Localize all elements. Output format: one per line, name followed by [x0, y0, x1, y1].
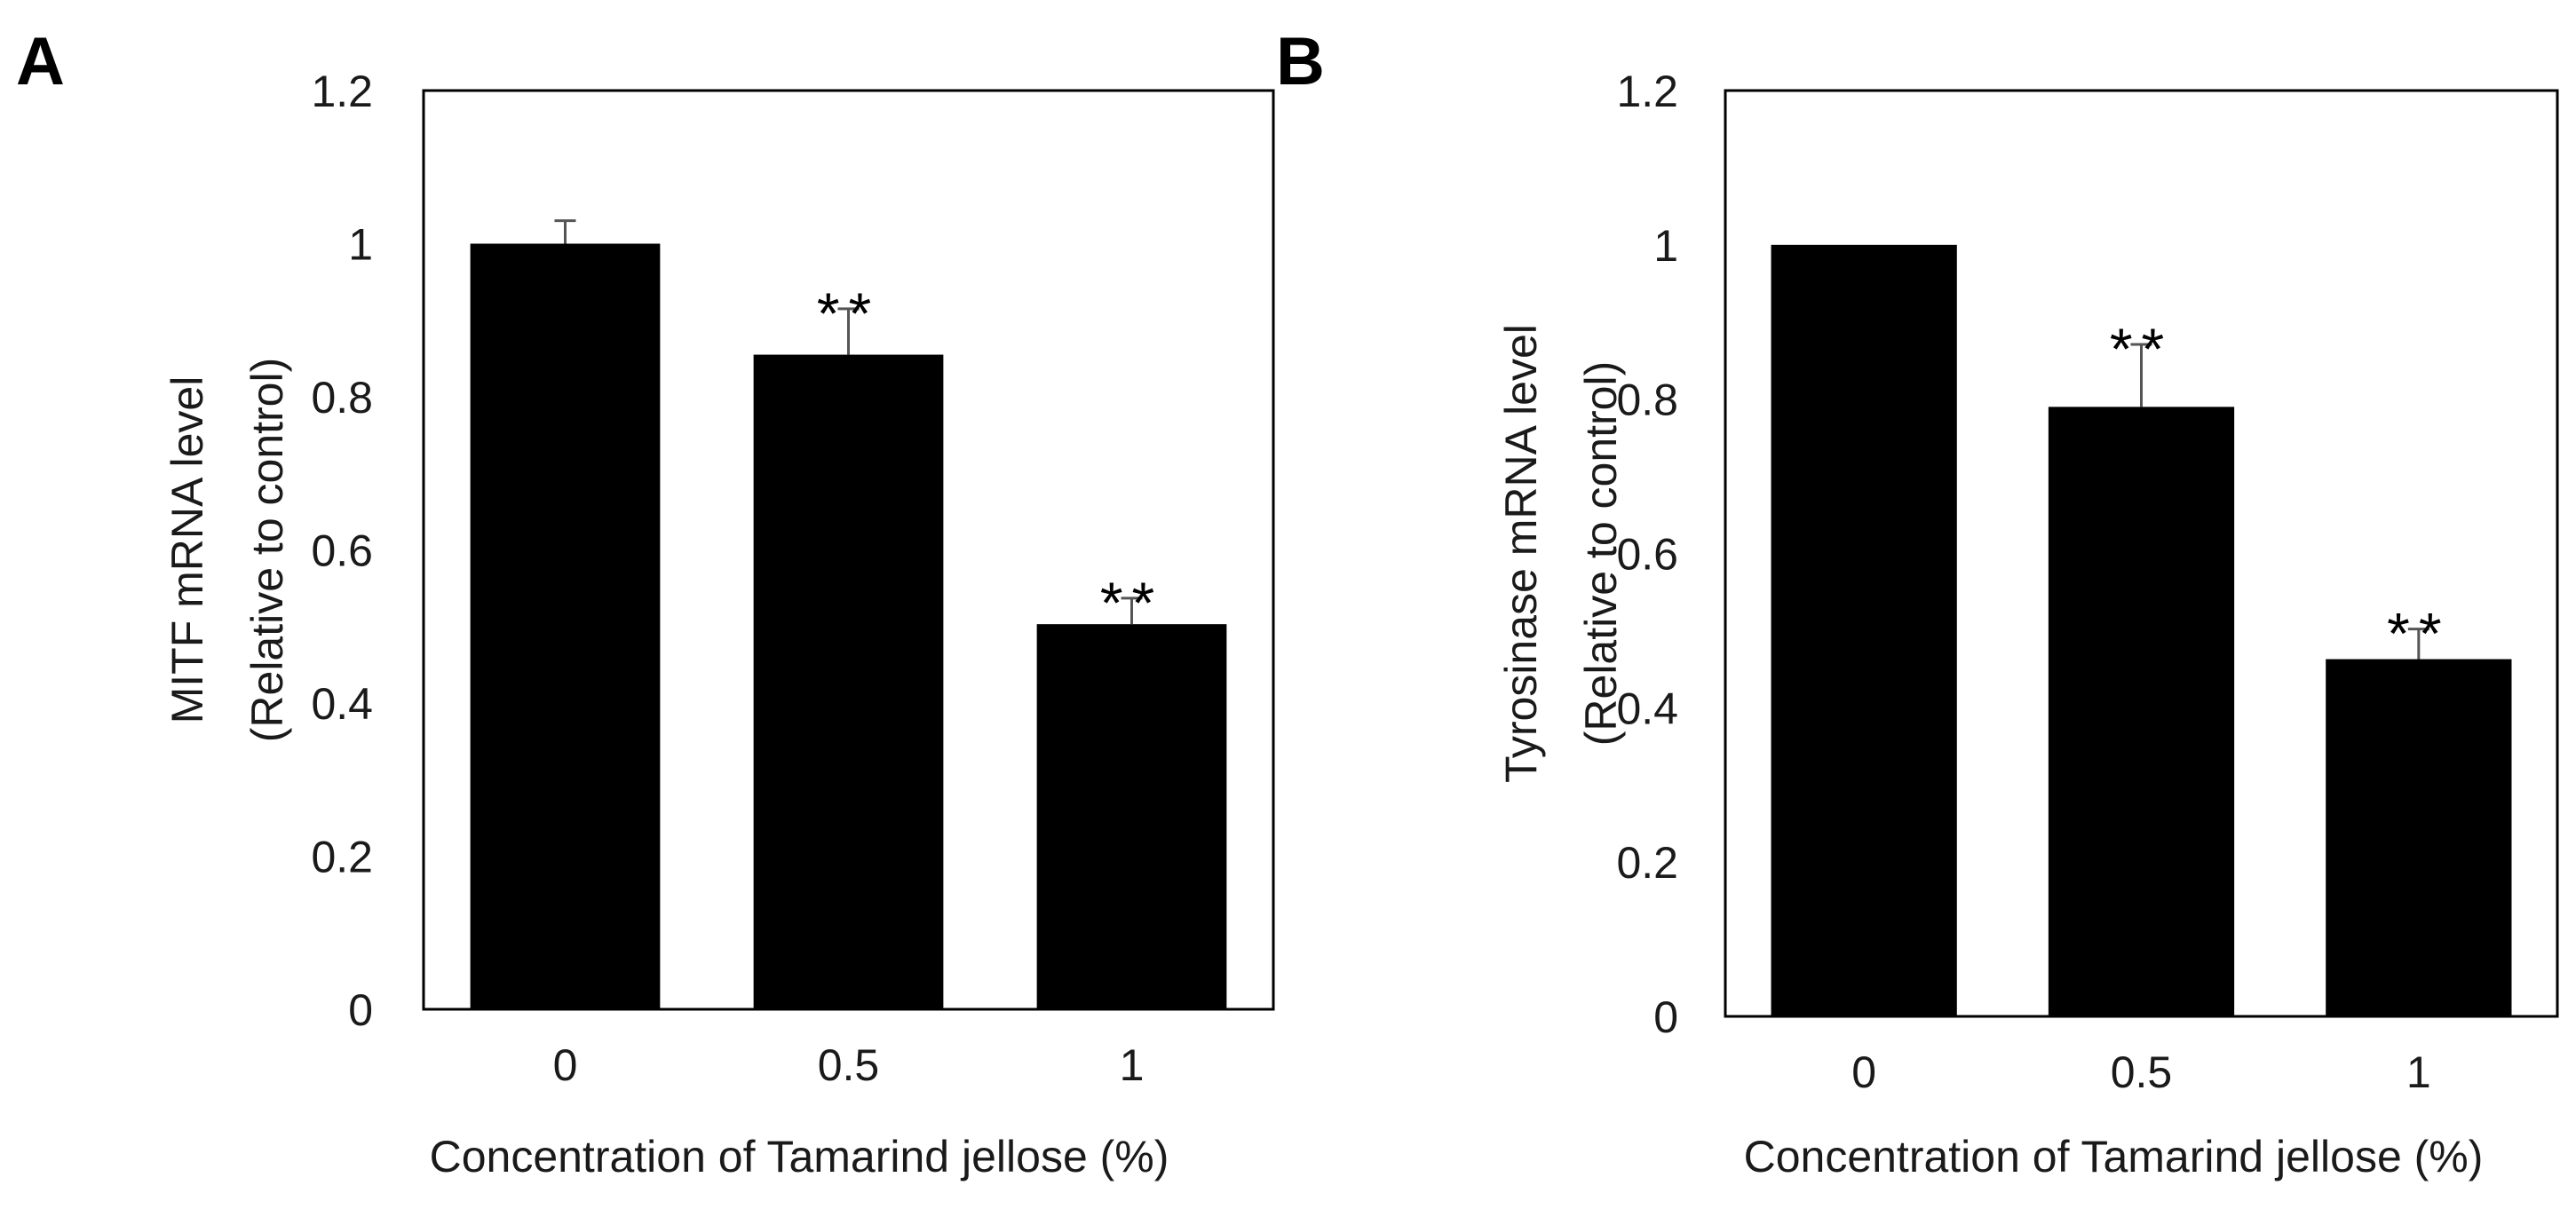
x-tick-label: 1 — [1120, 1040, 1145, 1090]
chart-panel-a: A 0 0.2 0.4 0.6 0.8 1 1.2 0 ** 0.5 ** 1 Concentration… — [16, 24, 1275, 1181]
y-tick-label: 0 — [1653, 992, 1678, 1042]
y-tick-label: 0.8 — [311, 373, 373, 423]
y-tick-label: 1 — [1653, 221, 1678, 271]
y-tick-label: 1.2 — [311, 67, 373, 116]
bar — [2048, 407, 2235, 1016]
significance-mark: ** — [817, 281, 880, 346]
y-tick-label: 0.4 — [311, 679, 373, 729]
bar — [1771, 244, 1957, 1016]
x-tick-label: 0.5 — [2111, 1047, 2173, 1097]
x-tick-label: 0 — [553, 1040, 578, 1090]
y-axis-title: Tyrosinase mRNA level — [1496, 324, 1546, 783]
panel-label: B — [1276, 24, 1325, 99]
panel-label: A — [16, 24, 65, 99]
chart-panel-b: B 0 0.2 0.4 0.6 0.8 1 1.2 0 ** 0.5 ** 1 Concentration… — [1276, 24, 2559, 1181]
y-axis-subtitle: (Relative to control) — [242, 358, 292, 743]
x-tick-label: 0.5 — [818, 1040, 880, 1090]
y-tick-label: 0.6 — [311, 526, 373, 576]
x-axis-title: Concentration of Tamarind jellose (%) — [1744, 1132, 2484, 1181]
y-tick-label: 0.2 — [1616, 838, 1678, 888]
significance-mark: ** — [2110, 316, 2173, 382]
x-tick-label: 1 — [2406, 1047, 2431, 1097]
bar — [753, 354, 944, 1009]
y-tick-label: 0.4 — [1616, 684, 1678, 733]
y-tick-label: 0.8 — [1616, 375, 1678, 425]
y-tick-label: 0.6 — [1616, 530, 1678, 580]
y-tick-label: 0.2 — [311, 833, 373, 882]
significance-mark: ** — [1100, 570, 1163, 636]
y-tick-label: 1.2 — [1616, 67, 1678, 116]
x-axis-title: Concentration of Tamarind jellose (%) — [430, 1132, 1169, 1181]
bar — [2326, 659, 2512, 1016]
bar — [1036, 624, 1227, 1009]
y-axis-subtitle: (Relative to control) — [1576, 361, 1626, 747]
x-tick-label: 0 — [1851, 1047, 1876, 1097]
y-tick-label: 1 — [348, 220, 373, 270]
bar — [470, 243, 661, 1009]
y-axis-title: MITF mRNA level — [162, 376, 212, 724]
y-tick-label: 0 — [348, 985, 373, 1035]
significance-mark: ** — [2387, 601, 2450, 667]
